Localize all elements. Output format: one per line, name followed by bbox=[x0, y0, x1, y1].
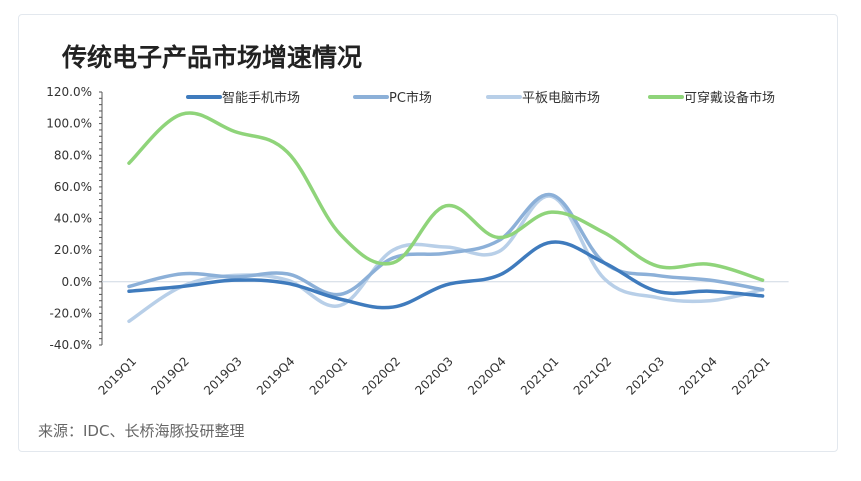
x-tick-label: 2020Q1 bbox=[307, 354, 351, 398]
legend-label: PC市场 bbox=[389, 90, 432, 106]
y-tick-label: 60.0% bbox=[54, 180, 92, 194]
x-tick-label: 2021Q3 bbox=[624, 354, 668, 398]
series-line-3 bbox=[127, 111, 765, 282]
x-tick-label: 2019Q3 bbox=[201, 354, 245, 398]
series-line-1 bbox=[127, 193, 765, 297]
y-tick-label: 20.0% bbox=[54, 243, 92, 257]
y-tick-label: 80.0% bbox=[54, 148, 92, 162]
x-tick-label: 2019Q2 bbox=[148, 354, 192, 398]
y-tick-label: -40.0% bbox=[50, 338, 92, 352]
x-tick-label: 2022Q1 bbox=[729, 354, 773, 398]
chart-title: 传统电子产品市场增速情况 bbox=[62, 43, 363, 72]
x-tick-label: 2020Q3 bbox=[412, 354, 456, 398]
x-tick-label: 2020Q2 bbox=[360, 354, 404, 398]
x-tick-label: 2019Q1 bbox=[96, 354, 140, 398]
x-tick-label: 2021Q4 bbox=[676, 354, 720, 398]
source-note: 来源：IDC、长桥海豚投研整理 bbox=[38, 422, 245, 440]
y-tick-label: 100.0% bbox=[46, 117, 92, 131]
y-tick-label: -20.0% bbox=[50, 306, 92, 320]
chart-card bbox=[18, 14, 838, 452]
y-tick-label: 120.0% bbox=[46, 85, 92, 99]
x-tick-label: 2020Q4 bbox=[465, 354, 509, 398]
x-tick-label: 2021Q1 bbox=[518, 354, 562, 398]
series-line-2 bbox=[127, 194, 765, 324]
y-tick-label: 40.0% bbox=[54, 212, 92, 226]
x-tick-label: 2019Q4 bbox=[254, 354, 298, 398]
legend-label: 平板电脑市场 bbox=[522, 90, 600, 106]
series-line-0 bbox=[127, 240, 765, 310]
x-tick-label: 2021Q2 bbox=[571, 354, 615, 398]
legend-label: 智能手机市场 bbox=[222, 90, 300, 106]
legend-label: 可穿戴设备市场 bbox=[684, 90, 775, 106]
y-tick-label: 0.0% bbox=[62, 275, 93, 289]
